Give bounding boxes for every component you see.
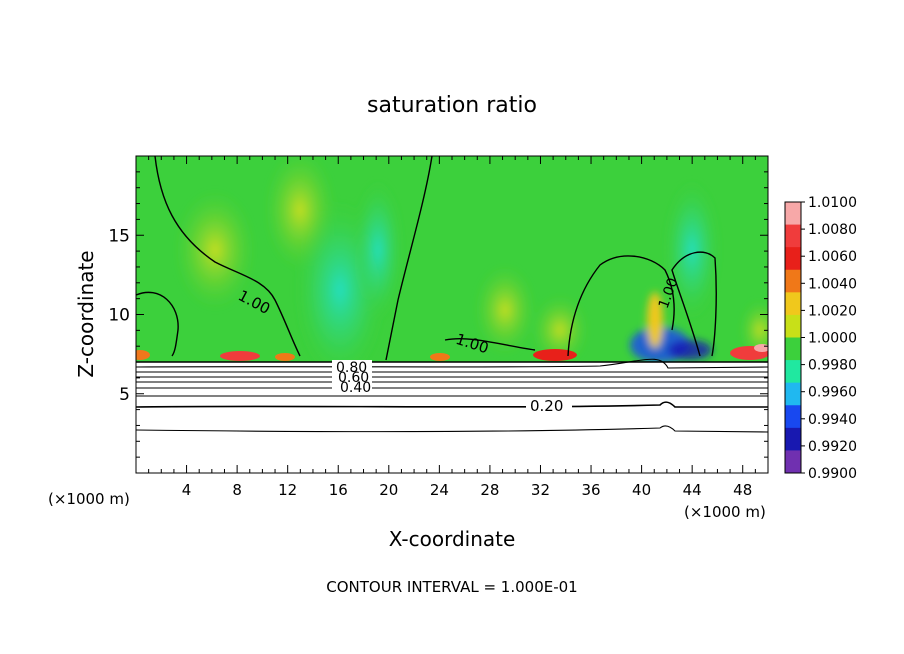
colorbar-swatch [785, 292, 801, 316]
x-axis-ticks: 4 8 12 16 20 24 28 32 36 40 44 48 [148, 156, 756, 499]
colorbar-swatch [785, 382, 801, 406]
colorbar-label: 0.9980 [808, 358, 857, 374]
contour-1-00-left [154, 156, 301, 357]
colorbar-label: 1.0080 [808, 222, 857, 238]
colorbar-label: 1.0040 [808, 276, 857, 292]
contour-label-7: 0.20 [530, 397, 563, 415]
contour-1-00-left-small [136, 291, 179, 357]
x-tick-label: 24 [430, 481, 449, 499]
colorbar-label: 0.9920 [808, 439, 857, 455]
colorbar-label: 1.0000 [808, 331, 857, 347]
contour-1-00-far-right [671, 251, 717, 357]
x-tick-label: 4 [182, 481, 192, 499]
x-tick-label: 36 [581, 481, 600, 499]
colorbar-swatch [785, 450, 801, 474]
colorbar-swatch [785, 269, 801, 293]
field-structures [175, 156, 768, 380]
colorbar-swatch [785, 314, 801, 338]
contour-label-5: 0.60 [338, 370, 369, 386]
colorbar-swatch [785, 202, 801, 226]
colorbar-swatch [785, 405, 801, 429]
x-axis-label: X-coordinate [389, 527, 516, 551]
contour-1-00-mid [385, 156, 433, 361]
colorbar-swatch [785, 427, 801, 451]
x-tick-label: 8 [232, 481, 242, 499]
x-tick-label: 12 [278, 481, 297, 499]
colorbar-label: 1.0060 [808, 249, 857, 265]
chart-title: saturation ratio [367, 93, 537, 118]
contour-interval-note: CONTOUR INTERVAL = 1.000E-01 [326, 578, 577, 596]
y-tick-label: 10 [108, 306, 130, 326]
colorbar-swatch [785, 247, 801, 271]
warm-band [136, 344, 768, 361]
colorbar: 1.0100 1.0080 1.0060 1.0040 1.0020 1.0000 0.99… [784, 195, 857, 482]
colorbar-swatch [785, 224, 801, 248]
y-axis-label: Z-coordinate [74, 250, 98, 377]
x-tick-label: 48 [733, 481, 752, 499]
dry-region [136, 362, 768, 473]
colorbar-swatch [785, 337, 801, 361]
contour-0-60 [136, 376, 768, 378]
colorbar-label: 0.9900 [808, 466, 857, 482]
y-tick-label: 5 [119, 385, 130, 405]
contour-0-10 [136, 425, 768, 433]
contour-0-30 [136, 395, 768, 397]
y-tick-label: 15 [108, 226, 130, 246]
x-tick-label: 40 [632, 481, 651, 499]
contour-0-80 [136, 358, 768, 369]
x-unit-right: (×1000 m) [684, 503, 766, 521]
y-axis-ticks: 5 10 15 [108, 171, 768, 458]
x-tick-label: 20 [379, 481, 398, 499]
contour-0-40 [136, 387, 768, 389]
x-tick-label: 28 [480, 481, 499, 499]
contour-label-4: 0.80 [336, 360, 367, 376]
contour-0-70 [136, 371, 768, 373]
colorbar-label: 0.9960 [808, 385, 857, 401]
colorbar-label: 0.9940 [808, 412, 857, 428]
contour-0-50 [136, 381, 768, 383]
contour-1-00-right [567, 255, 675, 357]
plot-area: 1.00 1.00 1.00 0.80 0.60 0.40 0.20 [136, 156, 768, 473]
x-tick-label: 32 [531, 481, 550, 499]
colorbar-label: 1.0100 [808, 195, 857, 211]
x-tick-label: 16 [329, 481, 348, 499]
contours [136, 156, 768, 433]
contour-labels: 1.00 1.00 1.00 0.80 0.60 0.40 0.20 [235, 276, 681, 415]
contour-1-00-label-arc [444, 337, 536, 351]
x-tick-label: 44 [683, 481, 702, 499]
x-unit-left: (×1000 m) [48, 490, 130, 508]
colorbar-label: 1.0020 [808, 303, 857, 319]
colorbar-swatch [785, 360, 801, 384]
contour-label-6: 0.40 [340, 380, 371, 396]
